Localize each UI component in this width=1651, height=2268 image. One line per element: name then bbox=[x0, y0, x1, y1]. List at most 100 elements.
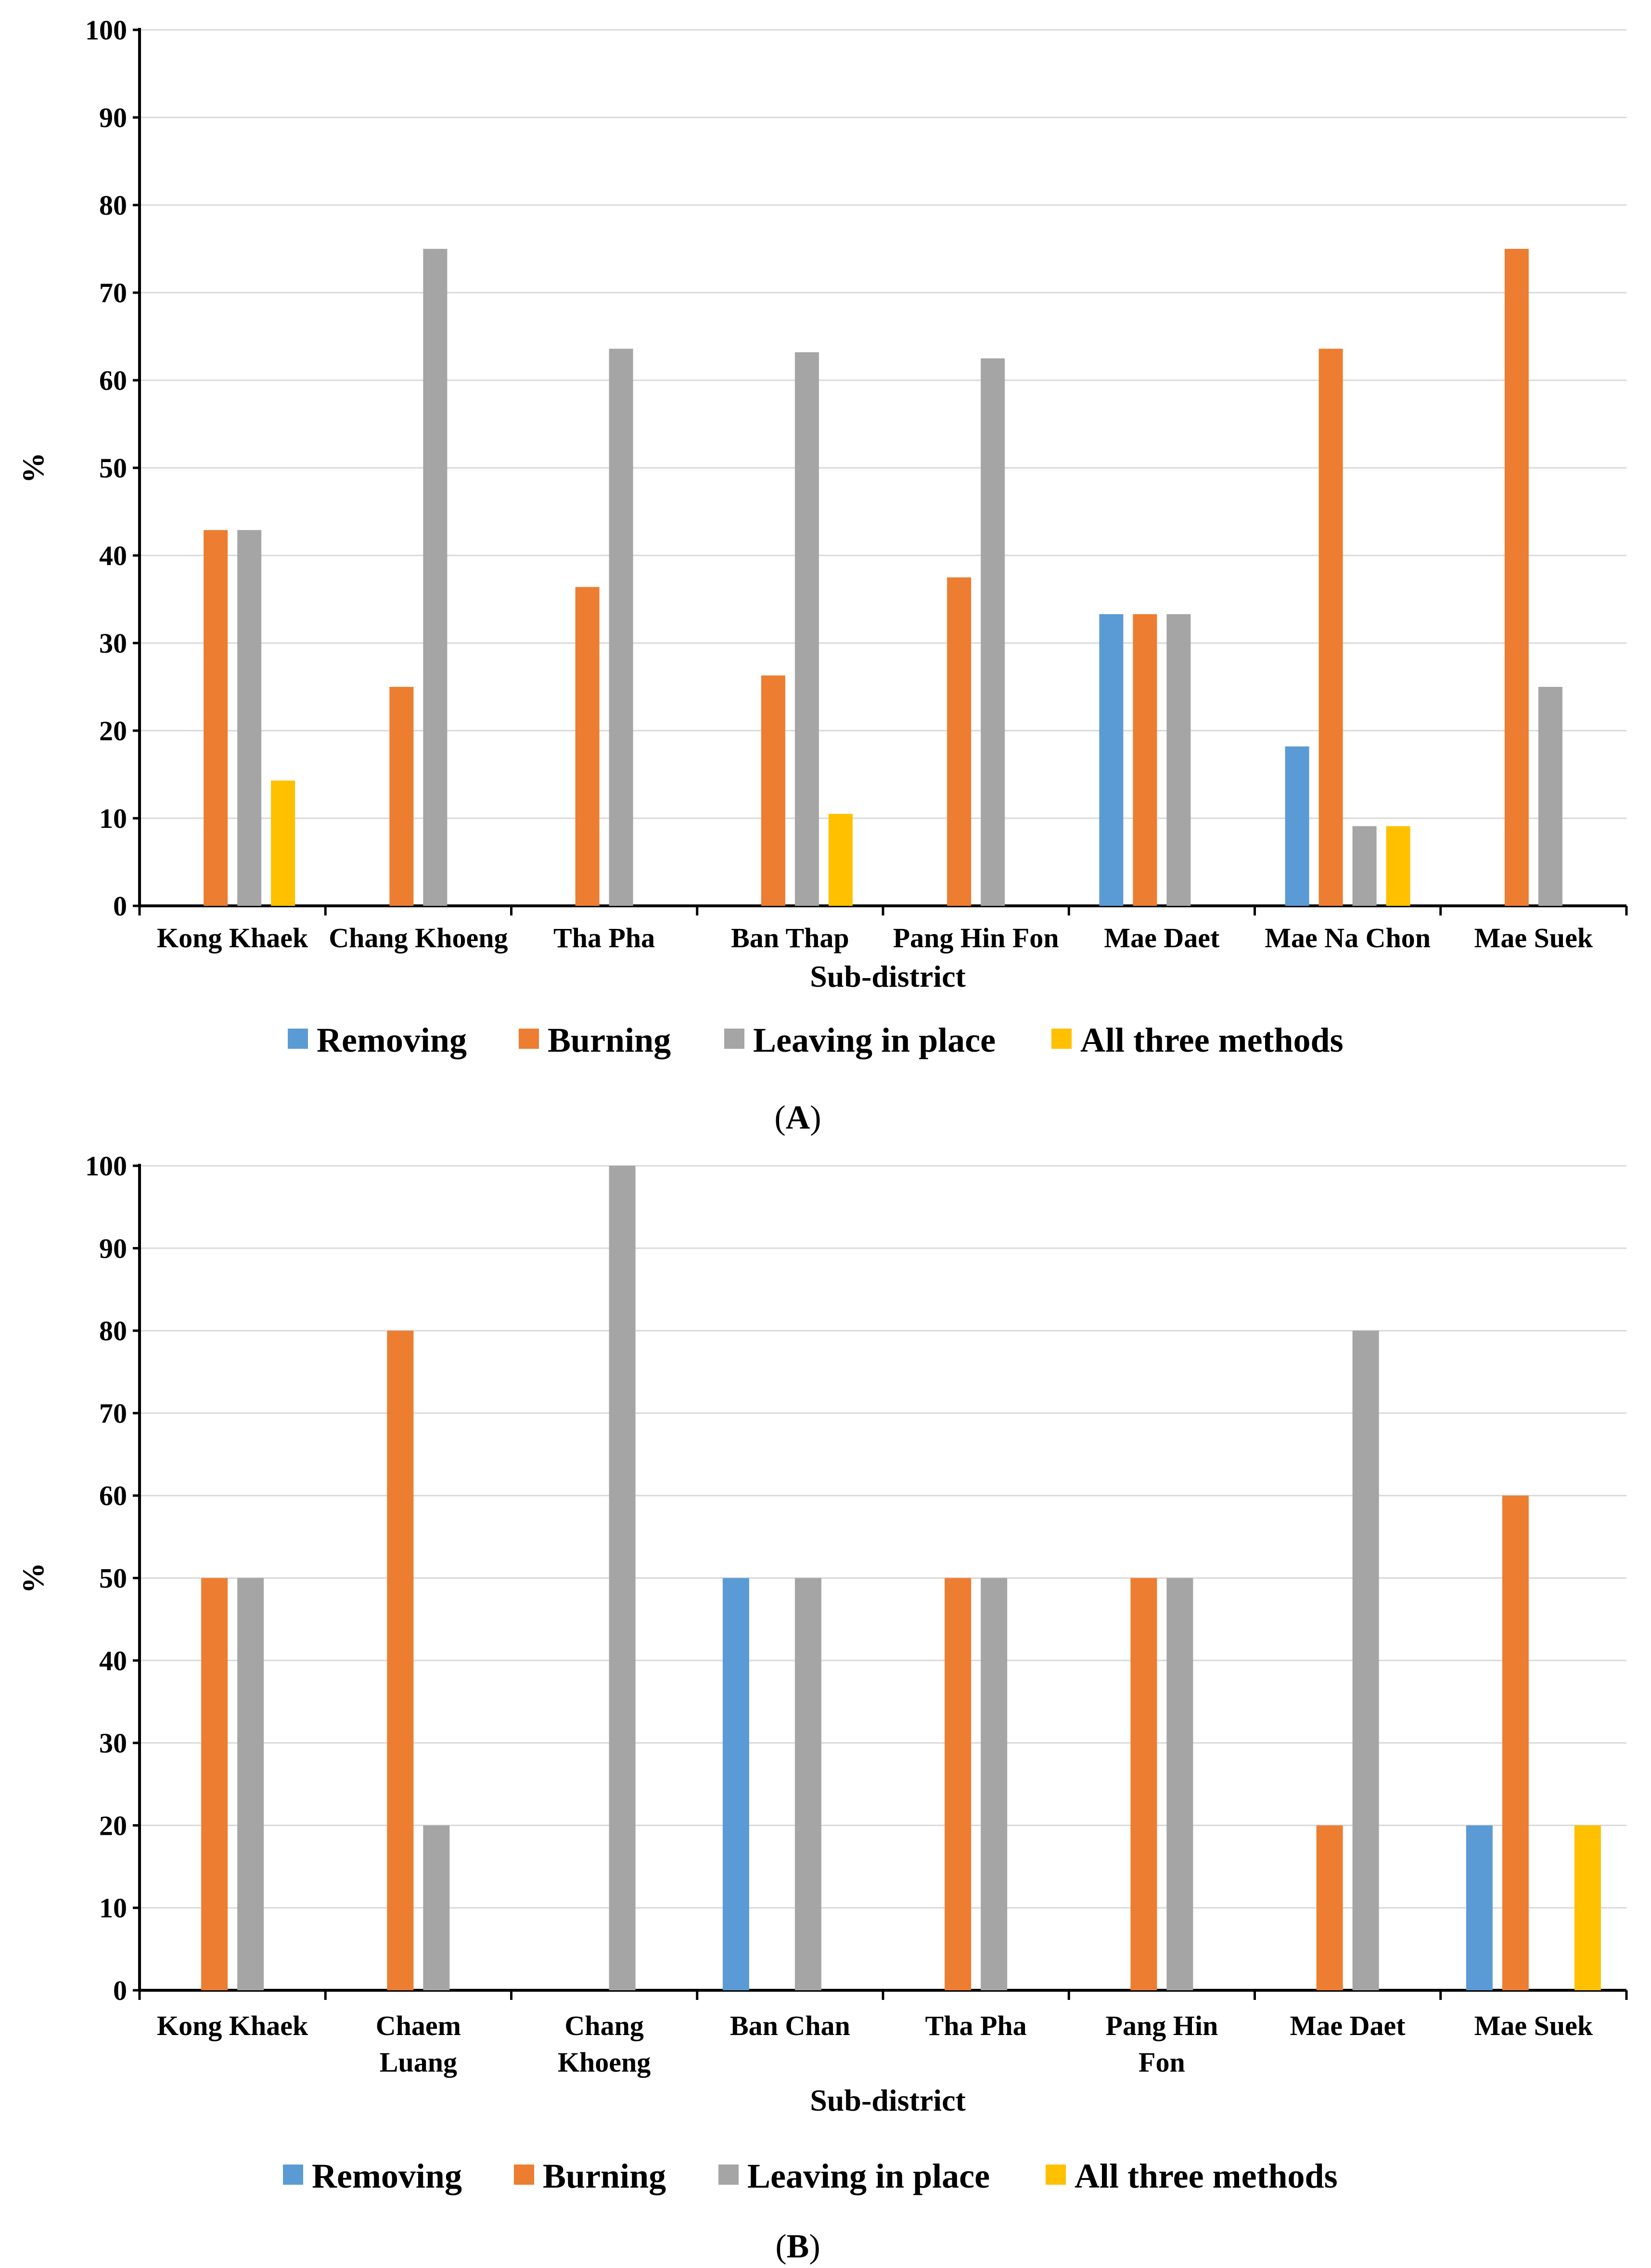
bar-burning bbox=[1318, 348, 1343, 906]
legend-swatch bbox=[724, 1029, 744, 1049]
bar-removing bbox=[1466, 1825, 1493, 1990]
bar-leaving-in-place bbox=[981, 1578, 1008, 1990]
x-category-label: Tha Pha bbox=[925, 2010, 1027, 2041]
y-tick-label: 80 bbox=[99, 190, 127, 221]
bar-leaving-in-place bbox=[1166, 1578, 1193, 1990]
chart-panel-a: 0 10 20 30 40 50 60 70 80 90 100 Kong Khaek Chang Kh… bbox=[16, 14, 1628, 1136]
legend-swatch bbox=[519, 1029, 539, 1049]
panel-label: (B) bbox=[775, 2228, 820, 2265]
x-axis-title: Sub-district bbox=[810, 2083, 966, 2117]
bar-burning bbox=[204, 530, 228, 906]
legend-entry: Removing bbox=[312, 2157, 462, 2195]
bar-burning bbox=[1133, 614, 1157, 906]
legend-swatch bbox=[718, 2165, 739, 2185]
x-category-label: Pang Hin bbox=[1106, 2010, 1218, 2041]
y-tick-label: 30 bbox=[99, 628, 127, 659]
x-category-label: Kong Khaek bbox=[157, 2010, 308, 2041]
panel-label: (A) bbox=[774, 1099, 821, 1136]
bar-burning bbox=[945, 1578, 972, 1990]
y-tick-label: 10 bbox=[99, 803, 127, 834]
bar-burning bbox=[1502, 1495, 1529, 1990]
bar-leaving-in-place bbox=[1538, 687, 1562, 906]
y-tick-label: 70 bbox=[99, 277, 127, 309]
bar-leaving-in-place bbox=[1166, 614, 1191, 906]
x-category-label: Chaem bbox=[376, 2010, 461, 2041]
bar-all-three-methods bbox=[1386, 826, 1410, 906]
legend-swatch bbox=[1046, 2165, 1066, 2185]
legend-swatch bbox=[514, 2165, 534, 2185]
legend-entry: Leaving in place bbox=[747, 2157, 990, 2195]
y-tick-label: 60 bbox=[99, 1480, 127, 1511]
bar-all-three-methods bbox=[828, 813, 853, 906]
x-category-label: Ban Chan bbox=[730, 2010, 850, 2041]
legend-swatch bbox=[288, 1029, 308, 1049]
x-category-label: Khoeng bbox=[558, 2047, 651, 2078]
y-tick-label: 40 bbox=[99, 1645, 127, 1676]
bar-removing bbox=[1285, 746, 1309, 906]
x-category-label: Pang Hin Fon bbox=[893, 922, 1059, 954]
bar-removing bbox=[1099, 614, 1124, 906]
y-axis-title: % bbox=[16, 452, 50, 483]
legend-swatch bbox=[283, 2165, 303, 2185]
y-tick-label: 50 bbox=[99, 1563, 127, 1594]
x-category-label: Mae Suek bbox=[1474, 2010, 1593, 2041]
y-tick-label: 90 bbox=[99, 102, 127, 133]
x-category-label: Mae Daet bbox=[1104, 922, 1220, 954]
y-tick-label: 0 bbox=[113, 890, 127, 922]
bar-burning bbox=[201, 1578, 228, 1990]
x-category-label: Kong Khaek bbox=[157, 922, 308, 954]
x-category-label: Mae Suek bbox=[1474, 922, 1593, 954]
bar-leaving-in-place bbox=[609, 348, 633, 906]
bar-burning bbox=[1316, 1825, 1343, 1990]
legend-entry: Removing bbox=[317, 1021, 467, 1059]
legend-entry: All three methods bbox=[1080, 1021, 1344, 1059]
bar-leaving-in-place bbox=[609, 1166, 636, 1990]
bar-burning bbox=[761, 675, 785, 906]
x-axis-title: Sub-district bbox=[810, 959, 966, 993]
bar-burning bbox=[389, 687, 414, 906]
bar-leaving-in-place bbox=[423, 1825, 450, 1990]
bar-all-three-methods bbox=[271, 780, 295, 906]
y-axis-title: % bbox=[16, 1563, 50, 1594]
y-tick-label: 80 bbox=[99, 1315, 127, 1347]
bar-burning bbox=[1130, 1578, 1157, 1990]
y-tick-label: 40 bbox=[99, 540, 127, 571]
x-category-label: Fon bbox=[1139, 2047, 1185, 2078]
y-tick-label: 10 bbox=[99, 1893, 127, 1924]
y-tick-label: 90 bbox=[99, 1233, 127, 1264]
bar-burning bbox=[1504, 249, 1529, 906]
y-tick-label: 20 bbox=[99, 715, 127, 747]
legend-entry: Leaving in place bbox=[753, 1021, 996, 1059]
y-tick-label: 50 bbox=[99, 452, 127, 484]
y-tick-label: 70 bbox=[99, 1398, 127, 1429]
bar-leaving-in-place bbox=[794, 1578, 821, 1990]
bar-burning bbox=[947, 577, 972, 906]
bar-leaving-in-place bbox=[794, 352, 819, 906]
x-category-label: Tha Pha bbox=[553, 922, 655, 954]
bar-leaving-in-place bbox=[237, 1578, 264, 1990]
x-category-label: Chang bbox=[564, 2010, 643, 2041]
bar-leaving-in-place bbox=[981, 358, 1005, 906]
bar-leaving-in-place bbox=[237, 530, 262, 906]
x-category-label: Ban Thap bbox=[731, 922, 849, 954]
y-tick-label: 60 bbox=[99, 365, 127, 396]
x-category-label: Mae Daet bbox=[1290, 2010, 1406, 2041]
bar-burning bbox=[387, 1330, 414, 1990]
bar-leaving-in-place bbox=[1352, 826, 1377, 906]
y-tick-label: 20 bbox=[99, 1810, 127, 1841]
y-tick-label: 100 bbox=[85, 1150, 127, 1182]
legend-entry: Burning bbox=[548, 1021, 671, 1059]
y-tick-label: 0 bbox=[113, 1975, 127, 2006]
x-category-label: Luang bbox=[380, 2047, 457, 2078]
chart-panel-b: 0 10 20 30 40 50 60 70 80 90 100 Kong Khaek Chaem Lua… bbox=[16, 1150, 1628, 2265]
y-tick-label: 100 bbox=[85, 14, 127, 46]
bar-all-three-methods bbox=[1574, 1825, 1601, 1990]
legend-entry: All three methods bbox=[1075, 2157, 1338, 2195]
y-tick-label: 30 bbox=[99, 1727, 127, 1759]
bar-leaving-in-place bbox=[423, 249, 448, 906]
legend-entry: Burning bbox=[543, 2157, 666, 2195]
x-category-label: Chang Khoeng bbox=[329, 922, 508, 954]
legend-swatch bbox=[1051, 1029, 1072, 1049]
bar-leaving-in-place bbox=[1352, 1330, 1379, 1990]
